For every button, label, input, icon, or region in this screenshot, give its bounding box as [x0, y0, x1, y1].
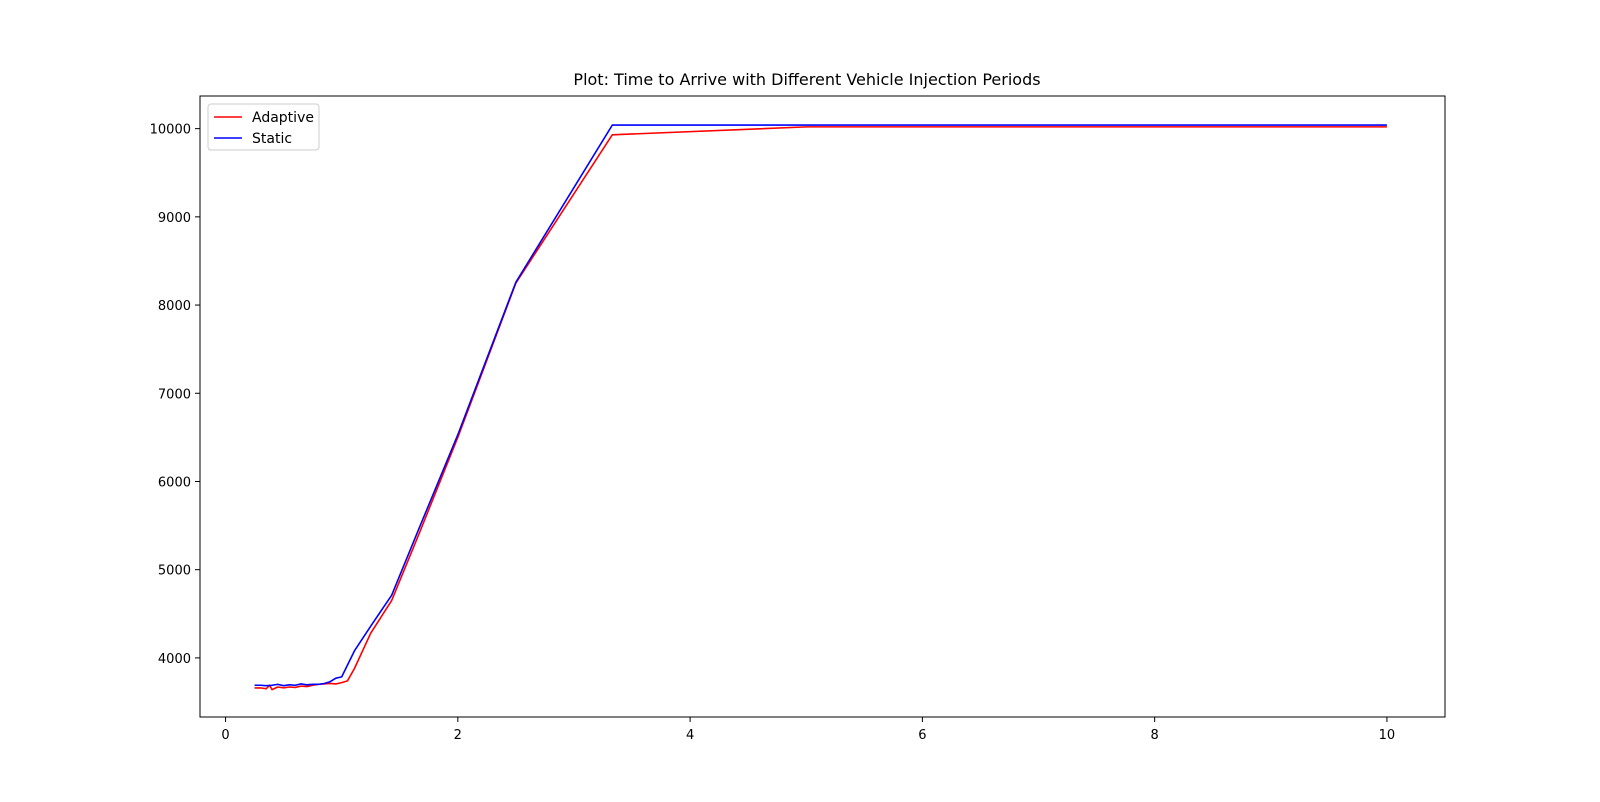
y-tick-label: 5000	[158, 564, 191, 579]
x-tick-label: 4	[686, 728, 694, 743]
y-tick-label: 9000	[158, 211, 191, 226]
legend: Adaptive Static	[207, 103, 320, 151]
legend-label-adaptive: Adaptive	[252, 110, 314, 126]
y-tick-label: 6000	[158, 475, 191, 490]
x-tick-label: 6	[918, 728, 926, 743]
series-line-static	[254, 124, 1387, 687]
y-tick-label: 10000	[150, 123, 191, 138]
x-tick-label: 0	[221, 728, 229, 743]
axes: 0 2 4 6 8 10 4000 5000 6000 7000 8000 9000 10000	[150, 123, 1396, 743]
plot-area	[254, 124, 1387, 691]
y-tick-label: 8000	[158, 299, 191, 314]
x-tick-label: 2	[454, 728, 462, 743]
axes-frame	[199, 95, 1446, 718]
y-tick-label: 4000	[158, 652, 191, 667]
legend-label-static: Static	[252, 131, 292, 147]
series-line-adaptive	[254, 126, 1387, 691]
chart-title: Plot: Time to Arrive with Different Vehi…	[573, 70, 1040, 89]
x-tick-label: 10	[1379, 728, 1396, 743]
x-tick-label: 8	[1151, 728, 1159, 743]
y-tick-label: 7000	[158, 387, 191, 402]
